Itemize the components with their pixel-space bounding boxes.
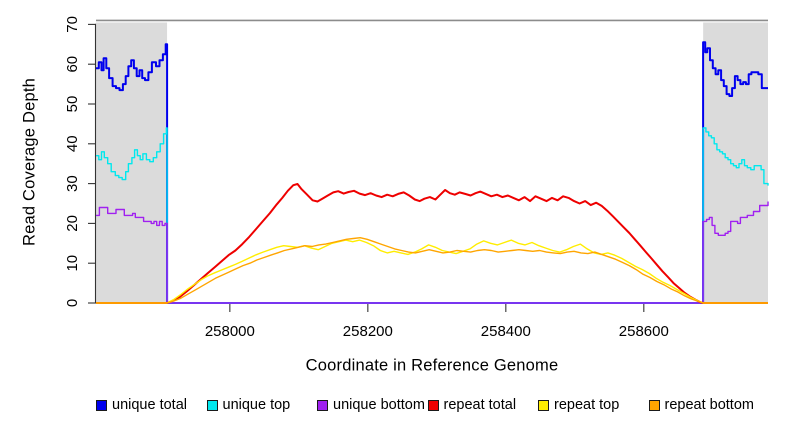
y-tick-label-20: 20 <box>64 215 81 232</box>
y-tick-label-60: 60 <box>64 56 81 73</box>
x-tick-label-258600: 258600 <box>619 323 669 340</box>
legend-label-unique-top: unique top <box>222 397 291 413</box>
legend-item-repeat-total: repeat total <box>427 397 539 413</box>
series-repeat-total <box>96 183 768 304</box>
x-axis-label: Coordinate in Reference Genome <box>305 356 559 375</box>
legend-item-unique-bottom: unique bottom <box>317 397 428 413</box>
y-axis-label: Read Coverage Depth <box>20 78 39 246</box>
legend-item-repeat-bottom: repeat bottom <box>648 397 760 413</box>
legend-swatch-repeat-total <box>427 399 439 411</box>
legend-label-repeat-total: repeat total <box>443 397 517 413</box>
y-tick-label-40: 40 <box>64 135 81 152</box>
legend-swatch-repeat-top <box>538 399 549 411</box>
legend-item-unique-total: unique total <box>96 397 207 413</box>
series-repeat-top <box>96 239 768 304</box>
x-tick-label-258200: 258200 <box>343 323 393 340</box>
series-unique-total <box>96 41 768 304</box>
y-tick-label-10: 10 <box>64 255 81 272</box>
series-unique-top <box>96 127 769 304</box>
legend-swatch-unique-top <box>206 399 218 411</box>
shaded-region-1 <box>703 22 768 303</box>
legend-item-unique-top: unique top <box>206 397 318 413</box>
x-tick-label-258000: 258000 <box>205 323 255 340</box>
y-tick-label-30: 30 <box>64 175 81 192</box>
legend-label-repeat-bottom: repeat bottom <box>664 397 754 413</box>
legend-swatch-unique-bottom <box>317 399 328 411</box>
legend-label-repeat-top: repeat top <box>554 397 620 413</box>
y-tick-label-70: 70 <box>64 16 81 33</box>
y-tick-label-0: 0 <box>64 299 81 307</box>
legend: unique total unique top unique bottom repea… <box>96 397 759 413</box>
legend-item-repeat-top: repeat top <box>538 397 649 413</box>
legend-label-unique-total: unique total <box>112 397 187 413</box>
legend-swatch-repeat-bottom <box>648 399 660 411</box>
legend-swatch-unique-total <box>96 399 107 411</box>
legend-label-unique-bottom: unique bottom <box>333 397 425 413</box>
y-tick-label-50: 50 <box>64 96 81 113</box>
series-repeat-bottom <box>96 237 768 304</box>
x-tick-label-258400: 258400 <box>481 323 531 340</box>
series-unique-bottom <box>96 201 769 304</box>
